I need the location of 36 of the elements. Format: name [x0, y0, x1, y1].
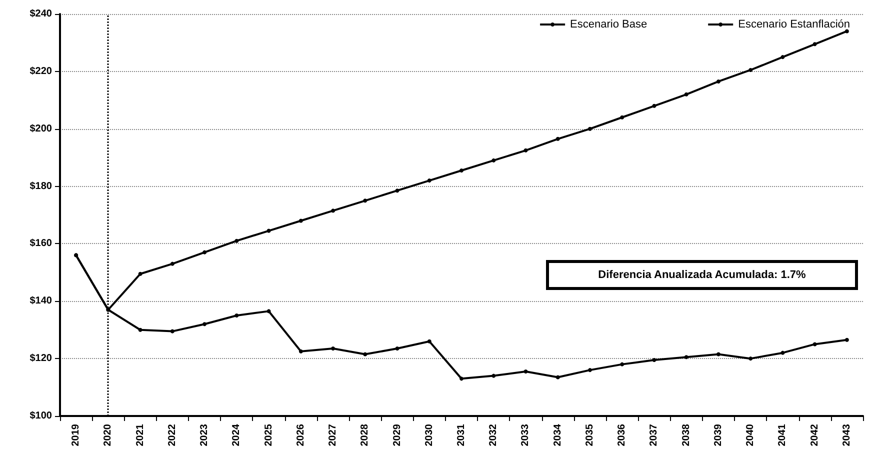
- x-tick-label: 2036: [616, 424, 628, 446]
- y-tick-label: $240: [30, 8, 52, 20]
- y-tick-label: $200: [30, 123, 52, 134]
- x-tick-label: 2034: [552, 424, 564, 446]
- x-tick-label: 2020: [102, 424, 114, 446]
- x-tick-label: 2024: [231, 424, 242, 446]
- x-tick-label: 2025: [263, 424, 274, 446]
- x-tick-label: 2040: [745, 424, 756, 446]
- y-tick-label: $140: [30, 296, 52, 307]
- y-tick-label: $180: [30, 180, 52, 192]
- x-tick-label: 2019: [70, 424, 82, 446]
- note-frame: Diferencia Anualizada Acumulada: 1.7%: [546, 260, 858, 290]
- x-tick-label: 2031: [456, 424, 467, 446]
- y-tick-label: $160: [30, 238, 52, 250]
- x-tick-label: 2041: [777, 424, 788, 446]
- x-tick-label: 2035: [584, 424, 596, 446]
- x-tick-label: 2021: [134, 424, 146, 446]
- legend-label: Escenario Estanflación: [738, 18, 850, 30]
- legend-label: Escenario Base: [570, 18, 648, 30]
- x-tick-label: 2022: [166, 424, 178, 446]
- x-tick-label: 2030: [424, 424, 435, 446]
- x-tick-label: 2029: [392, 424, 403, 446]
- x-tick-label: 2023: [199, 424, 210, 446]
- x-tick-label: 2038: [680, 424, 692, 446]
- x-tick-label: 2039: [712, 424, 724, 446]
- x-tick-label: 2033: [520, 424, 532, 446]
- x-tick-label: 2043: [841, 424, 852, 446]
- y-tick-label: $120: [30, 353, 52, 364]
- x-tick-label: 2028: [360, 424, 371, 446]
- x-tick-label: 2027: [328, 424, 339, 446]
- x-tick-label: 2037: [648, 424, 660, 446]
- x-tick-label: 2026: [295, 424, 306, 446]
- y-tick-label: $100: [30, 410, 52, 422]
- y-tick-label: $220: [30, 66, 52, 77]
- x-tick-label: 2032: [488, 424, 500, 446]
- x-tick-label: 2042: [809, 424, 820, 446]
